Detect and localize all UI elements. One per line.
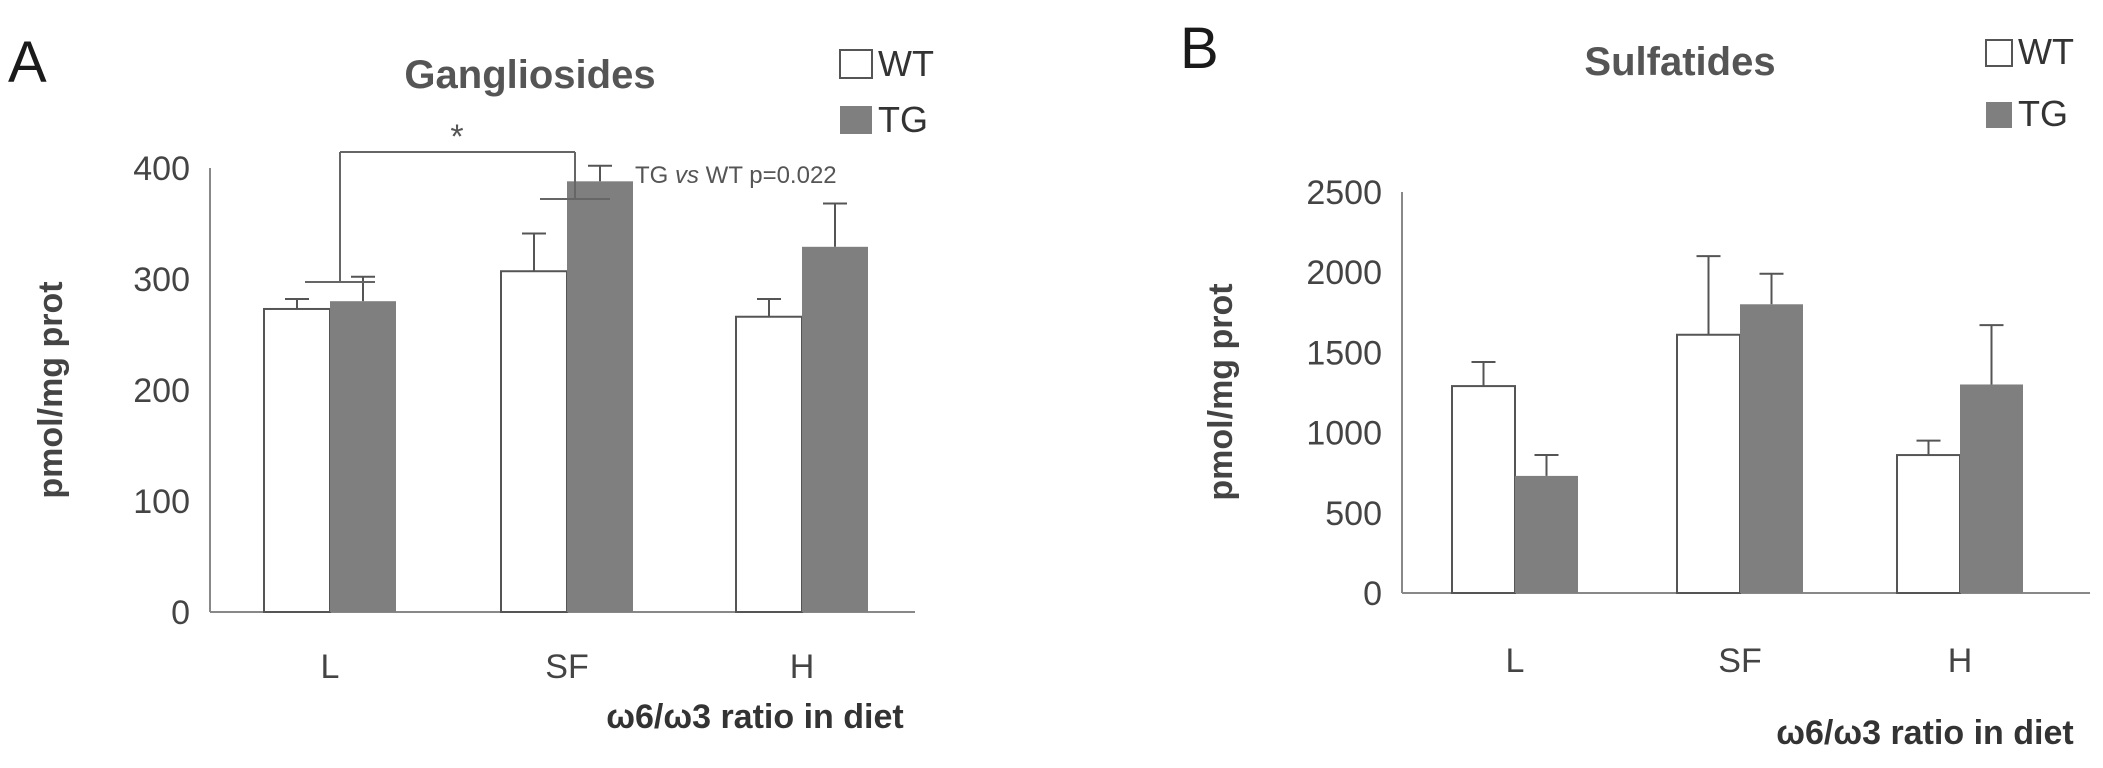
panel-a-bars bbox=[263, 164, 868, 613]
panel-a-y-label: pmol/mg prot bbox=[32, 281, 70, 498]
legend-wt-swatch bbox=[839, 49, 873, 79]
significance-text: TG vs WT p=0.022 bbox=[635, 162, 837, 189]
significance-star: * bbox=[450, 118, 463, 156]
legend-b-tg-swatch bbox=[1986, 102, 2012, 128]
category-label-sf: SF bbox=[1718, 642, 1761, 680]
legend-wt-label: WT bbox=[878, 43, 934, 84]
legend-b-tg-label: TG bbox=[2018, 93, 2068, 134]
bar-wt-h bbox=[735, 315, 803, 613]
panel-a-y-ticks: 0 100 200 300 400 bbox=[133, 150, 190, 632]
y-tick-label: 0 bbox=[171, 594, 190, 632]
bar-tg-sf bbox=[1740, 304, 1803, 593]
bar-wt-l bbox=[263, 307, 331, 613]
panel-b-title: Sulfatides bbox=[1584, 40, 1775, 84]
legend-b-wt-label: WT bbox=[2018, 31, 2074, 72]
bar-tg-sf bbox=[567, 181, 633, 612]
category-label-l: L bbox=[321, 648, 340, 686]
category-label-l: L bbox=[1506, 642, 1525, 680]
sig-text-vs: vs bbox=[675, 162, 699, 189]
panel-a-categories: L SF H bbox=[321, 648, 815, 686]
sig-text-prefix: TG bbox=[635, 162, 675, 189]
category-label-sf: SF bbox=[545, 648, 588, 686]
y-tick-label: 1500 bbox=[1306, 334, 1382, 372]
y-tick-label: 500 bbox=[1325, 495, 1382, 533]
significance-bracket: * TG vs WT p=0.022 bbox=[305, 118, 837, 283]
y-tick-label: 2500 bbox=[1306, 174, 1382, 212]
panel-b-categories: L SF H bbox=[1506, 642, 1973, 680]
bar-wt-l bbox=[1451, 385, 1516, 595]
panel-b-bars bbox=[1451, 255, 2023, 595]
bar-tg-h bbox=[802, 246, 868, 612]
bar-wt-h bbox=[1896, 454, 1961, 594]
panel-b-sulfatides: B Sulfatides WT TG 05001000150020002500 … bbox=[1180, 16, 2090, 752]
y-tick-label: 2000 bbox=[1306, 254, 1382, 292]
panel-a-x-label: ω6/ω3 ratio in diet bbox=[606, 698, 903, 736]
panel-b-x-label: ω6/ω3 ratio in diet bbox=[1776, 714, 2073, 752]
bar-tg-l bbox=[330, 301, 396, 612]
sig-text-suffix: WT p=0.022 bbox=[699, 162, 837, 189]
y-tick-label: 400 bbox=[133, 150, 190, 188]
category-label-h: H bbox=[1948, 642, 1973, 680]
panel-b-letter: B bbox=[1180, 16, 1219, 81]
bar-tg-h bbox=[1960, 384, 2023, 593]
panel-b-y-label: pmol/mg prot bbox=[1202, 283, 1240, 500]
panel-a-letter: A bbox=[8, 30, 47, 95]
y-tick-label: 300 bbox=[133, 261, 190, 299]
y-tick-label: 0 bbox=[1363, 575, 1382, 613]
panel-a-title: Gangliosides bbox=[404, 53, 655, 97]
panel-b-y-ticks: 0 500 1000 1500 2000 2500 bbox=[1306, 174, 1382, 613]
bar-wt-sf bbox=[1676, 333, 1741, 594]
bar-wt-sf bbox=[500, 270, 568, 613]
legend-tg-label: TG bbox=[878, 99, 928, 140]
y-tick-label: 1000 bbox=[1306, 415, 1382, 453]
legend-b-wt-swatch bbox=[1985, 39, 2013, 67]
bar-tg-l bbox=[1515, 475, 1578, 593]
y-tick-label: 100 bbox=[133, 483, 190, 521]
y-tick-label: 200 bbox=[133, 372, 190, 410]
category-label-h: H bbox=[790, 648, 815, 686]
legend-tg-swatch bbox=[840, 106, 872, 134]
